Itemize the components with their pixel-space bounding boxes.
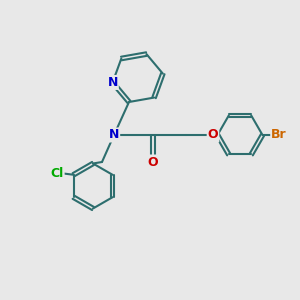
Text: Br: Br [271,128,287,142]
Text: N: N [107,76,118,89]
Text: O: O [208,128,218,142]
Text: O: O [148,155,158,169]
Text: N: N [109,128,119,142]
Text: Cl: Cl [50,167,64,180]
